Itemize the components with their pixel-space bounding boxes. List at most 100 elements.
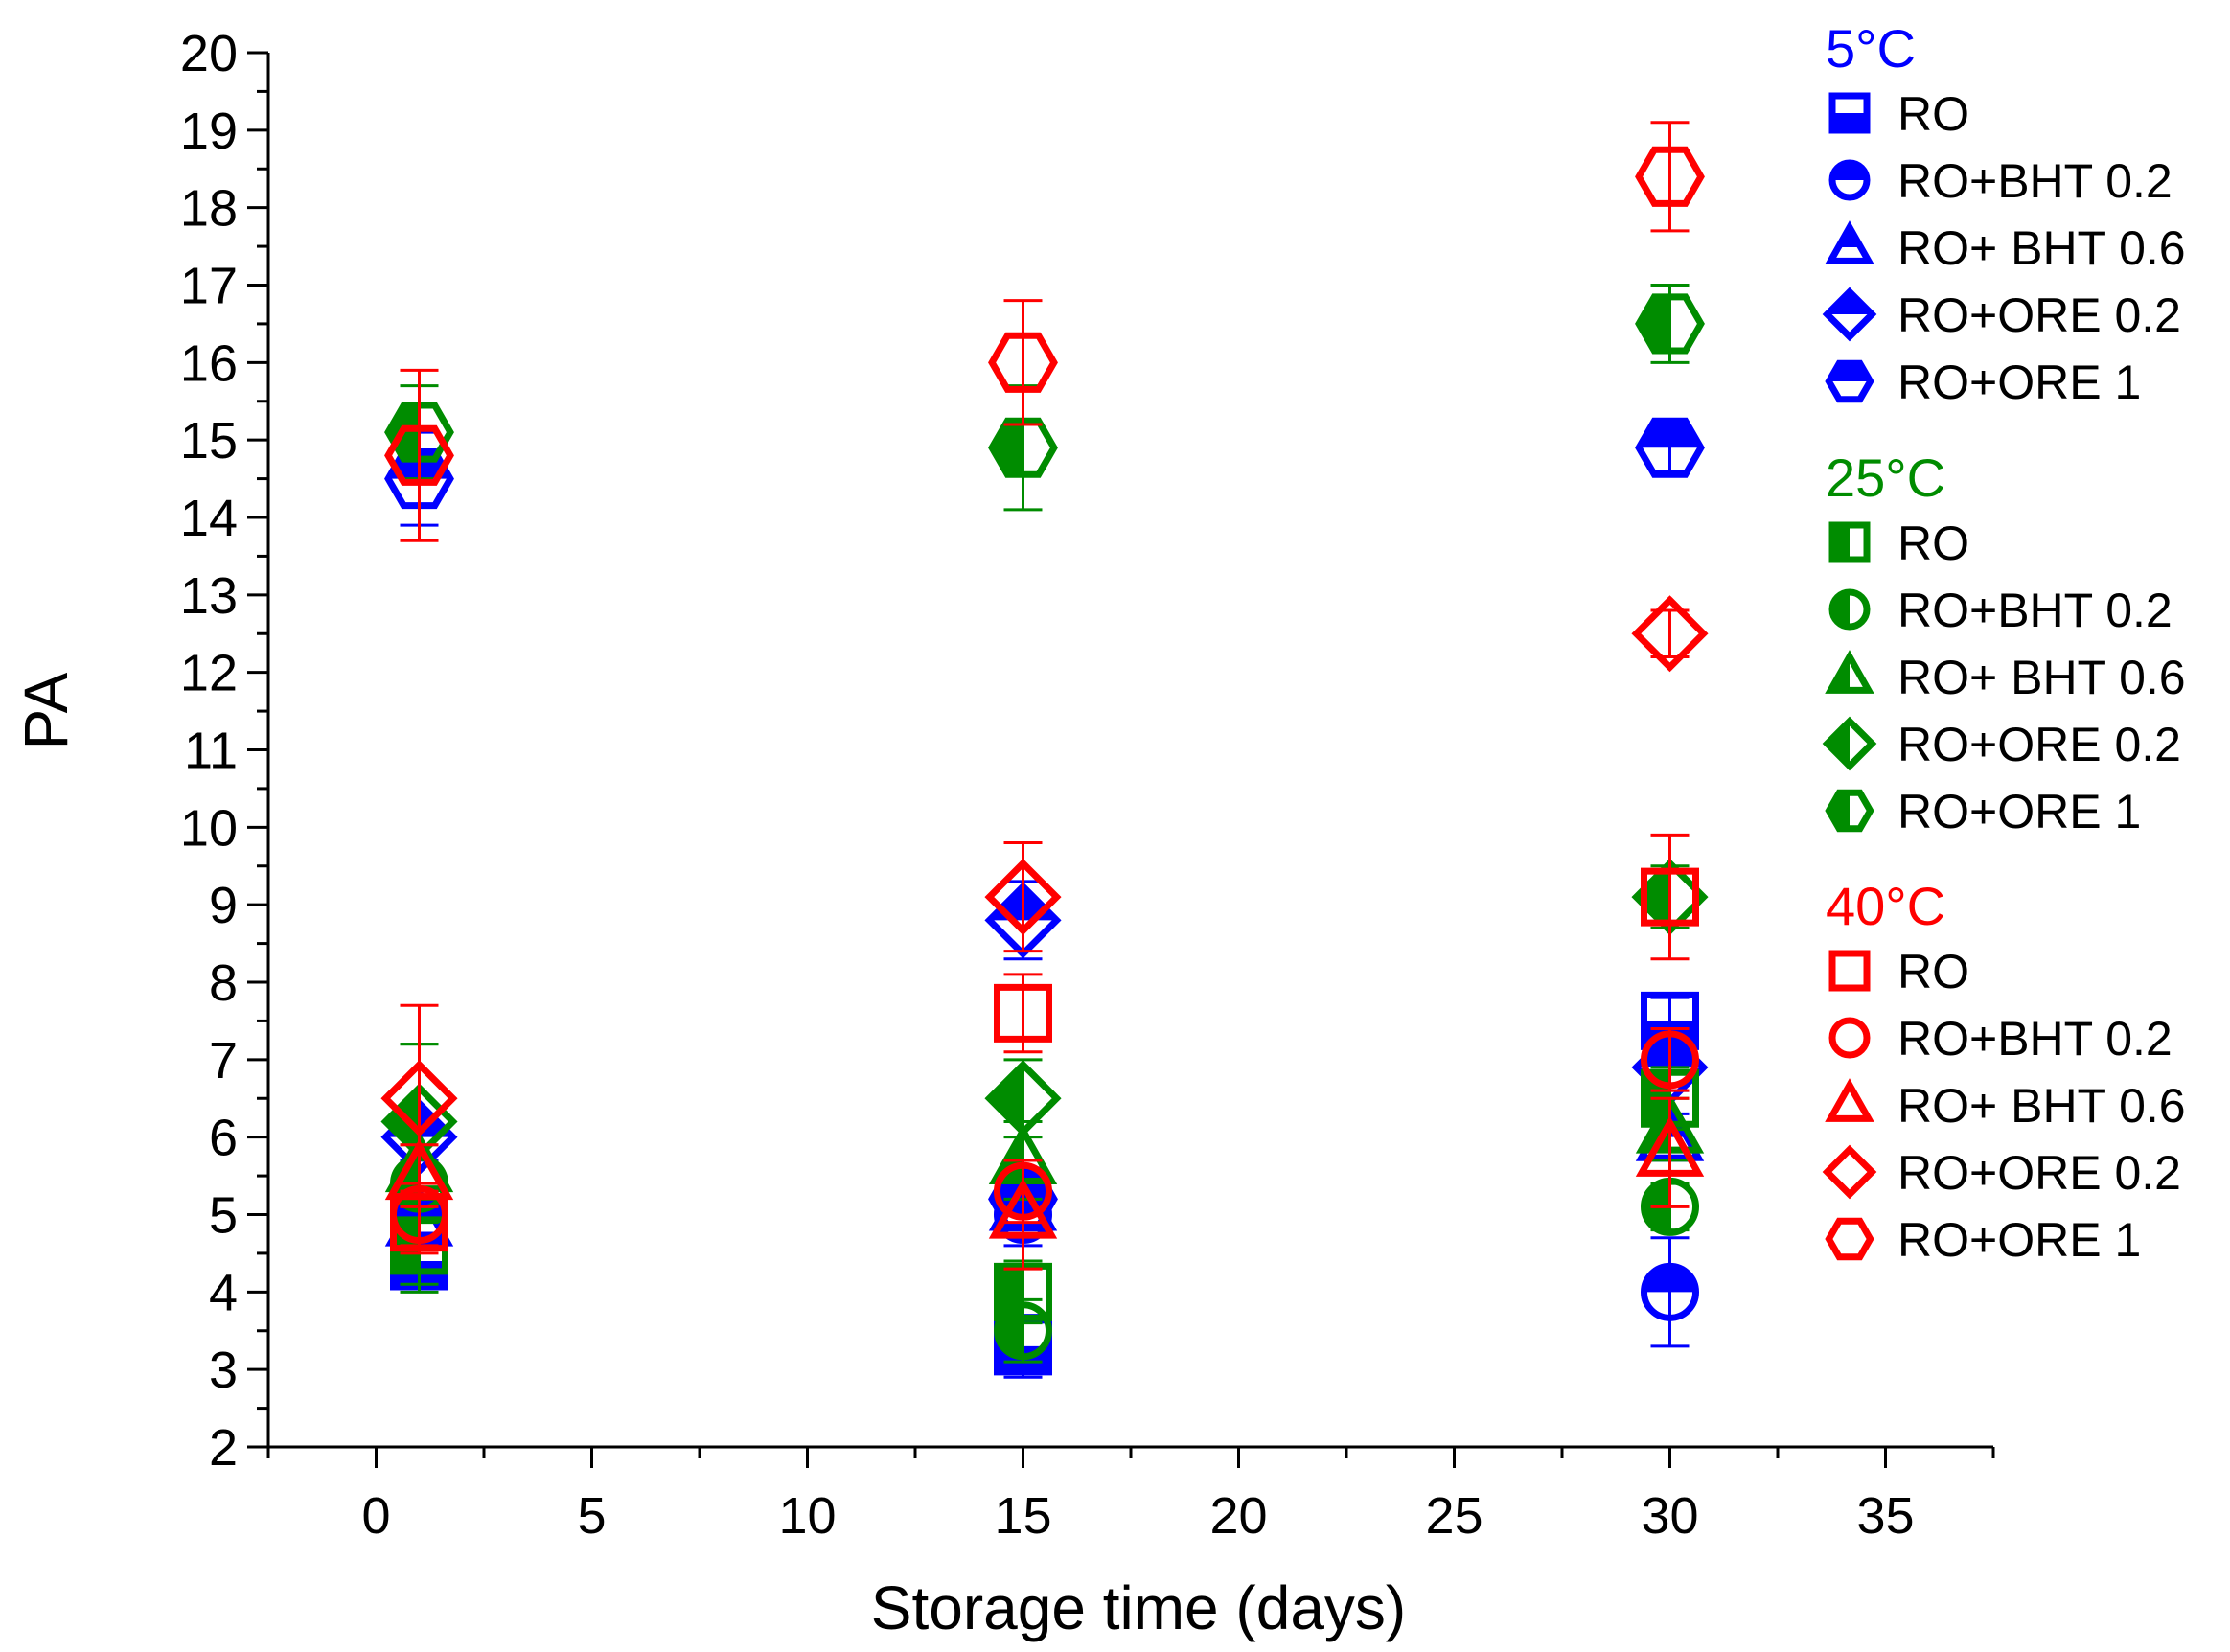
y-tick-label: 10 bbox=[180, 799, 238, 857]
data-point-fill bbox=[989, 1065, 1023, 1133]
legend-label: RO bbox=[1897, 945, 1969, 998]
legend-marker bbox=[1828, 1017, 1871, 1059]
legend-label: RO+ORE 1 bbox=[1897, 356, 2141, 409]
legend-marker bbox=[1822, 716, 1877, 771]
data-point bbox=[984, 1060, 1062, 1137]
data-point bbox=[1641, 1068, 1699, 1128]
legend-marker-fill bbox=[1827, 721, 1850, 767]
y-tick-label: 13 bbox=[180, 567, 238, 625]
data-point bbox=[380, 1060, 458, 1137]
data-point bbox=[1635, 293, 1705, 355]
series-40°C-RO+ORE 0.2 bbox=[380, 595, 1709, 1193]
legend-label: RO+ORE 1 bbox=[1897, 785, 2141, 838]
legend-label: RO+ BHT 0.6 bbox=[1897, 1079, 2186, 1133]
legend-marker bbox=[1828, 92, 1871, 134]
data-point bbox=[384, 448, 454, 510]
y-tick-label: 16 bbox=[180, 334, 238, 392]
legend-marker-fill bbox=[1832, 113, 1867, 130]
y-tick-label: 19 bbox=[180, 103, 238, 160]
series-5°C-RO+ORE 0.2 bbox=[380, 880, 1709, 1176]
series-40°C-RO+ BHT 0.6 bbox=[384, 1096, 1705, 1271]
x-tick-label: 20 bbox=[1209, 1487, 1267, 1545]
y-tick-label: 8 bbox=[209, 954, 238, 1012]
series-25°C-RO+ BHT 0.6 bbox=[384, 1043, 1705, 1294]
data-point bbox=[1635, 146, 1705, 207]
data-point bbox=[1641, 1262, 1699, 1321]
legend-marker bbox=[1825, 789, 1874, 833]
y-tick-label: 17 bbox=[180, 258, 238, 315]
data-point bbox=[988, 332, 1058, 393]
data-point bbox=[1641, 867, 1699, 927]
data-point bbox=[1635, 417, 1705, 478]
y-tick-label: 7 bbox=[209, 1032, 238, 1090]
legend-label: RO+BHT 0.2 bbox=[1897, 1012, 2173, 1066]
data-point bbox=[994, 983, 1052, 1043]
data-point bbox=[988, 1178, 1058, 1239]
y-tick-label: 12 bbox=[180, 645, 238, 702]
data-point-fill bbox=[385, 1088, 420, 1156]
plot-frame bbox=[266, 53, 1993, 1449]
y-tick-label: 14 bbox=[180, 490, 238, 547]
legend-label: RO bbox=[1897, 87, 1969, 141]
legend-label: RO+ BHT 0.6 bbox=[1897, 221, 2186, 275]
legend-marker bbox=[1822, 1144, 1877, 1200]
legend-marker bbox=[1828, 588, 1871, 631]
data-point bbox=[384, 402, 454, 463]
legend-marker bbox=[1828, 159, 1871, 201]
legend-label: RO+BHT 0.2 bbox=[1897, 154, 2173, 208]
legend-marker bbox=[1825, 1078, 1874, 1122]
data-point bbox=[1635, 1115, 1705, 1177]
y-tick-label: 4 bbox=[209, 1264, 238, 1321]
data-point bbox=[988, 417, 1058, 478]
x-tick-label: 15 bbox=[994, 1487, 1051, 1545]
data-point-fill bbox=[992, 421, 1023, 475]
legend-marker bbox=[1828, 521, 1871, 563]
x-tick-label: 30 bbox=[1641, 1487, 1698, 1545]
legend-label: RO+ORE 0.2 bbox=[1897, 288, 2181, 342]
y-tick-label: 20 bbox=[180, 25, 238, 82]
x-tick-label: 0 bbox=[361, 1487, 390, 1545]
data-point-fill bbox=[1636, 862, 1670, 931]
legend-marker-fill bbox=[1832, 525, 1850, 560]
x-tick-label: 35 bbox=[1856, 1487, 1914, 1545]
axis-titles: Storage time (days) PA bbox=[11, 672, 1406, 1642]
legend: 5°C RO RO+BHT 0.2 RO+ BHT 0.6 RO+ORE 0.2 RO+O… bbox=[1822, 18, 2186, 1267]
x-tick-label: 5 bbox=[577, 1487, 606, 1545]
data-point bbox=[384, 424, 454, 486]
y-axis-title: PA bbox=[11, 672, 80, 749]
series-40°C-RO+ORE 1 bbox=[384, 121, 1705, 542]
y-tick-label: 15 bbox=[180, 412, 238, 470]
legend-marker bbox=[1825, 650, 1874, 694]
y-tick-label: 2 bbox=[209, 1419, 238, 1477]
data-point bbox=[384, 1138, 454, 1201]
y-tick-label: 11 bbox=[184, 723, 238, 780]
y-tick-label: 18 bbox=[180, 180, 238, 238]
data-point bbox=[390, 1216, 448, 1275]
data-point-fill bbox=[1639, 421, 1701, 448]
legend-label: RO+ORE 1 bbox=[1897, 1213, 2141, 1267]
x-tick-label: 10 bbox=[778, 1487, 836, 1545]
legend-group-title: 5°C bbox=[1826, 18, 1916, 79]
y-tick-label: 9 bbox=[209, 877, 238, 934]
y-tick-label: 6 bbox=[209, 1110, 238, 1167]
x-axis-title: Storage time (days) bbox=[871, 1573, 1406, 1642]
data-point bbox=[994, 1301, 1052, 1361]
x-tick-label: 25 bbox=[1425, 1487, 1483, 1545]
legend-marker bbox=[1825, 220, 1874, 264]
data-point bbox=[984, 859, 1062, 936]
legend-marker bbox=[1825, 1217, 1874, 1261]
legend-marker bbox=[1825, 359, 1874, 403]
legend-label: RO+ORE 0.2 bbox=[1897, 718, 2181, 771]
series-layer bbox=[380, 121, 1709, 1379]
legend-marker bbox=[1828, 950, 1871, 992]
data-point bbox=[1631, 595, 1709, 673]
legend-label: RO+BHT 0.2 bbox=[1897, 584, 2173, 637]
legend-label: RO bbox=[1897, 516, 1969, 570]
y-axis: 2 3 4 5 6 7 8 9 10 11 12 13 14 15 16 17 18 19 20 bbox=[180, 25, 268, 1477]
legend-label: RO+ BHT 0.6 bbox=[1897, 651, 2186, 704]
y-tick-label: 5 bbox=[209, 1187, 238, 1245]
legend-group-title: 25°C bbox=[1826, 447, 1945, 508]
legend-label: RO+ORE 0.2 bbox=[1897, 1146, 2181, 1200]
legend-marker-fill bbox=[1827, 291, 1873, 314]
